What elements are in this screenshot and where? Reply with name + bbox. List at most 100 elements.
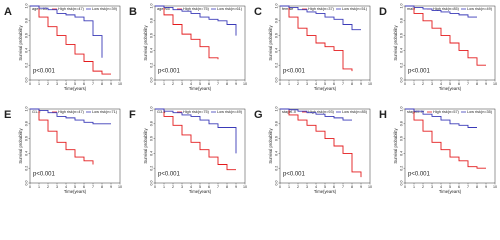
y-tick-label: 0.4 [274, 48, 278, 53]
legend-label: High risk(n=93) [308, 110, 335, 114]
legend-label: High risk(n=57) [433, 110, 460, 114]
x-tick-label: 3 [56, 82, 58, 86]
y-tick-label: 0.8 [274, 18, 278, 23]
x-tick-label: 3 [431, 82, 433, 86]
panel-label: A [4, 6, 12, 18]
y-tick-label: 0.8 [149, 121, 153, 126]
y-tick-label: 0.4 [149, 48, 153, 53]
y-axis-label: Survival probability [393, 25, 398, 61]
group-label: female [282, 7, 293, 11]
x-tick-label: 3 [56, 185, 58, 189]
x-tick-label: 4 [65, 185, 67, 189]
y-axis-label: Survival probability [143, 128, 148, 164]
x-tick-label: 6 [208, 82, 210, 86]
x-tick-label: 1 [163, 185, 165, 189]
x-tick-label: 4 [190, 185, 192, 189]
x-tick-label: 0 [154, 185, 156, 189]
x-tick-label: 7 [92, 185, 94, 189]
survival-curve [280, 5, 361, 31]
legend-label: High risk(n=47) [58, 110, 85, 114]
x-tick-label: 10 [368, 82, 372, 86]
x-tick-label: 8 [226, 185, 228, 189]
y-tick-label: 0.6 [399, 33, 403, 38]
x-tick-label: 9 [360, 185, 362, 189]
x-tick-label: 5 [199, 82, 201, 86]
y-tick-label: 0.0 [399, 78, 403, 83]
survival-curve [155, 5, 219, 60]
x-tick-label: 9 [235, 185, 237, 189]
x-tick-label: 5 [449, 185, 451, 189]
p-value: p<0.001 [158, 69, 181, 75]
x-tick-label: 5 [324, 82, 326, 86]
group-label: male [407, 7, 415, 11]
x-tick-label: 8 [476, 185, 478, 189]
y-tick-label: 0.6 [399, 136, 403, 141]
x-tick-label: 5 [324, 185, 326, 189]
y-tick-label: 0.4 [274, 151, 278, 156]
y-tick-label: 0.4 [399, 48, 403, 53]
x-tick-label: 2 [297, 185, 299, 189]
survival-curve [30, 5, 103, 58]
p-value: p<0.001 [158, 172, 181, 178]
x-tick-label: 7 [342, 185, 344, 189]
y-axis-label: Survival probability [268, 25, 273, 61]
x-tick-label: 6 [458, 185, 460, 189]
y-tick-label: 0.4 [24, 48, 28, 53]
y-axis-label: Survival probability [393, 128, 398, 164]
x-axis-label: Time(years) [439, 189, 462, 194]
y-tick-label: 0.0 [399, 181, 403, 186]
y-tick-label: 1.0 [24, 4, 28, 9]
x-tick-label: 10 [493, 82, 497, 86]
x-tick-label: 2 [47, 82, 49, 86]
survival-curve [280, 108, 352, 121]
y-tick-label: 0.6 [149, 136, 153, 141]
x-tick-label: 0 [29, 82, 31, 86]
survival-curve [155, 5, 237, 36]
x-tick-label: 6 [458, 82, 460, 86]
x-tick-label: 2 [172, 185, 174, 189]
x-tick-label: 7 [342, 82, 344, 86]
panel-label: E [4, 109, 11, 121]
p-value: p<0.001 [408, 172, 431, 178]
y-tick-label: 0.4 [24, 151, 28, 156]
panel-label: C [254, 6, 262, 18]
y-tick-label: 1.0 [399, 107, 403, 112]
x-tick-label: 4 [315, 185, 317, 189]
y-tick-label: 0.8 [399, 18, 403, 23]
panel-label: D [379, 6, 387, 18]
y-tick-label: 0.2 [24, 63, 28, 68]
y-tick-label: 0.0 [274, 78, 278, 83]
y-tick-label: 0.8 [399, 121, 403, 126]
y-tick-label: 0.6 [24, 33, 28, 38]
x-tick-label: 10 [243, 185, 247, 189]
x-tick-label: 4 [65, 82, 67, 86]
survival-curve [405, 5, 477, 18]
legend-label: Low risk(n=35) [467, 110, 493, 114]
y-axis-label: Survival probability [143, 25, 148, 61]
legend-label: High risk(n=75) [183, 110, 210, 114]
x-tick-label: 7 [467, 82, 469, 86]
survival-curve [405, 108, 486, 169]
x-tick-label: 0 [154, 82, 156, 86]
legend-label: Low risk(n=39) [92, 7, 118, 11]
x-tick-label: 6 [208, 185, 210, 189]
x-tick-label: 0 [404, 185, 406, 189]
x-tick-label: 10 [243, 82, 247, 86]
x-tick-label: 1 [288, 185, 290, 189]
x-tick-label: 1 [38, 185, 40, 189]
p-value: p<0.001 [283, 69, 306, 75]
x-tick-label: 8 [101, 82, 103, 86]
x-tick-label: 8 [226, 82, 228, 86]
x-tick-label: 2 [422, 185, 424, 189]
x-tick-label: 8 [351, 185, 353, 189]
p-value: p<0.001 [283, 172, 306, 178]
x-tick-label: 0 [404, 82, 406, 86]
group-label: G3-4 [157, 110, 165, 114]
group-label: age<=65 [32, 7, 47, 11]
y-tick-label: 1.0 [149, 107, 153, 112]
x-tick-label: 0 [279, 185, 281, 189]
x-tick-label: 2 [297, 82, 299, 86]
y-tick-label: 0.0 [149, 181, 153, 186]
x-tick-label: 3 [181, 82, 183, 86]
x-axis-label: Time(years) [314, 86, 337, 91]
